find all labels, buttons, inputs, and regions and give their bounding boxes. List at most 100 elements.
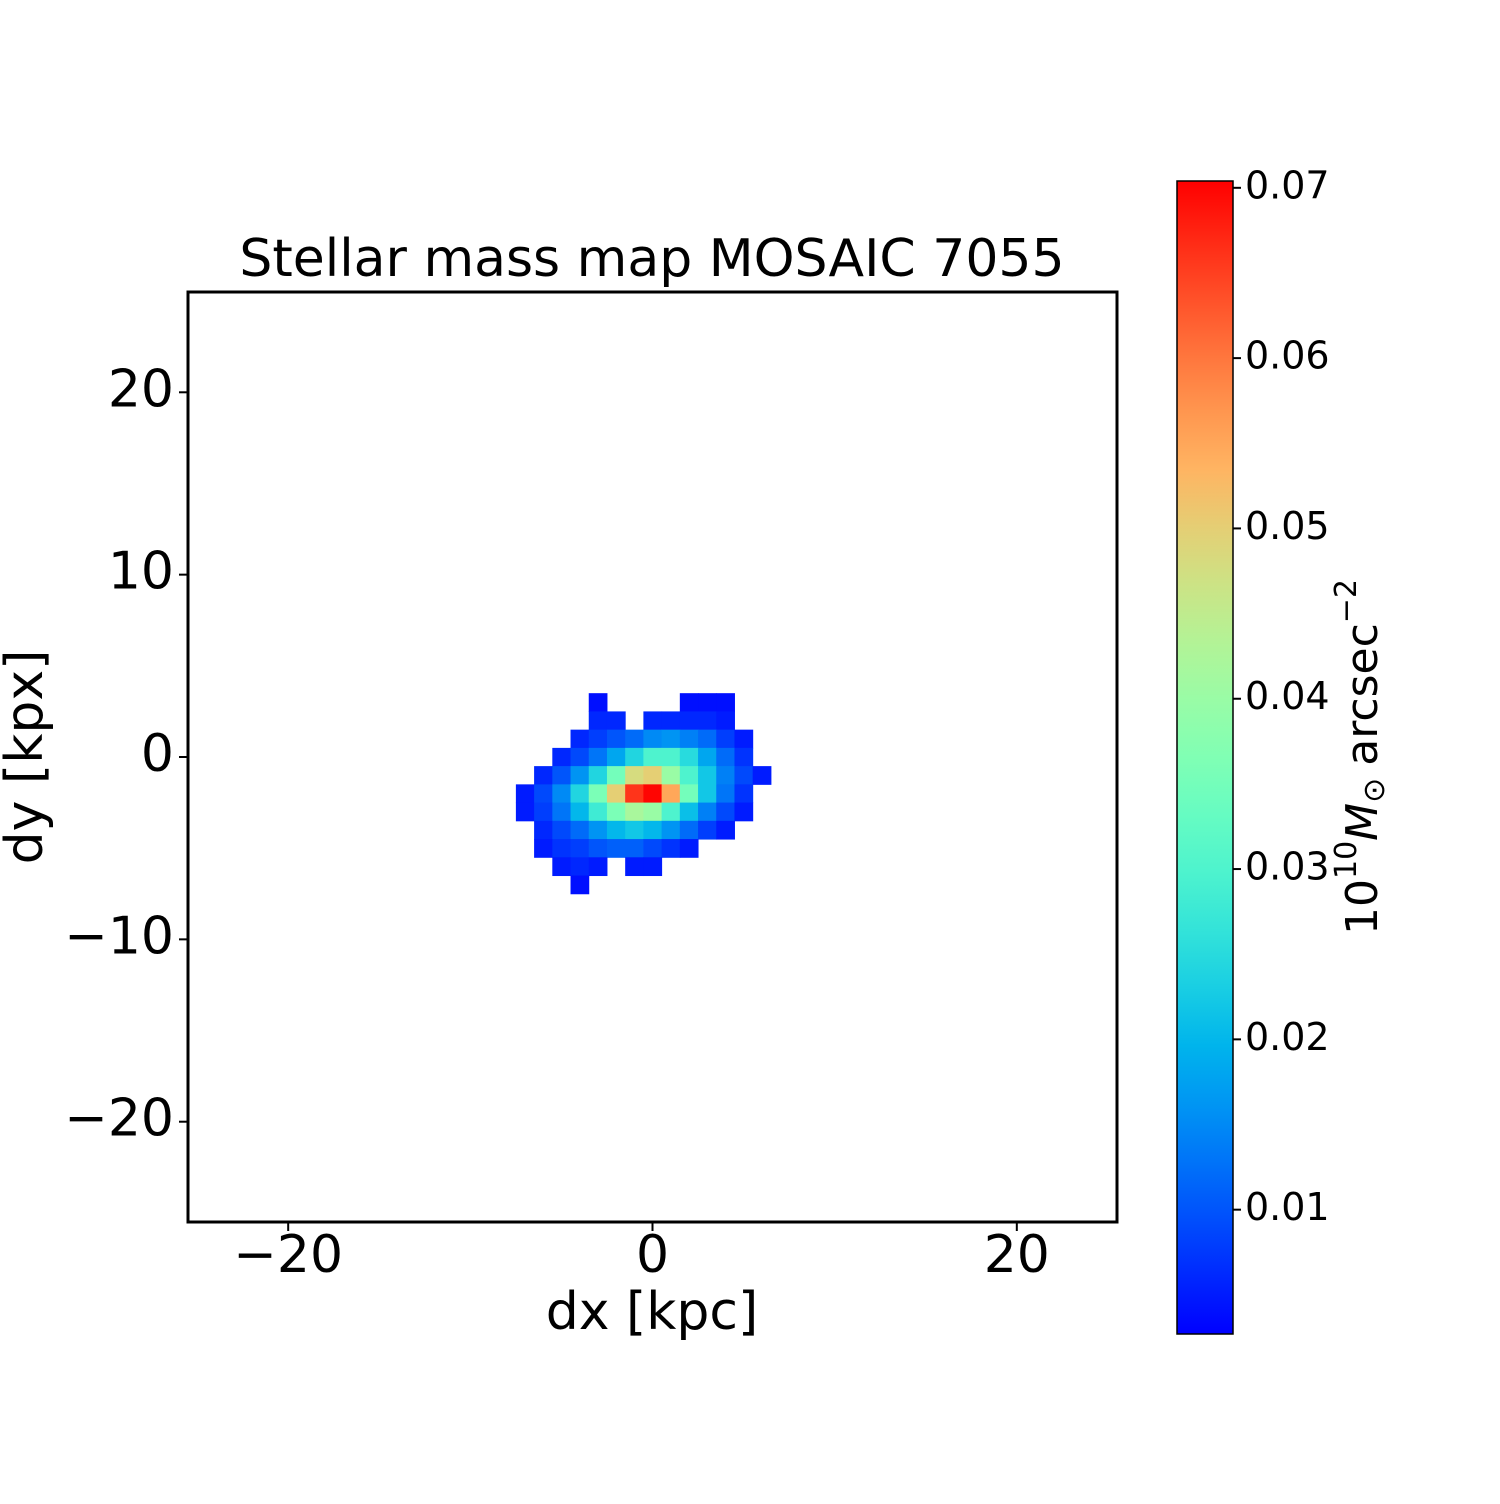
heat-cell	[643, 784, 663, 804]
heat-cell	[534, 766, 553, 785]
heat-cell	[679, 839, 699, 858]
y-axis-label: dy [kpx]	[0, 650, 55, 865]
heat-cell	[698, 766, 717, 785]
heat-cell	[734, 747, 754, 767]
heat-cell	[606, 766, 626, 785]
heat-cell	[661, 820, 681, 840]
heat-cell	[588, 820, 608, 840]
heat-cell	[588, 784, 608, 804]
cb-sub: ⊙	[1357, 778, 1392, 803]
heat-cell	[570, 784, 590, 804]
heat-cell	[552, 820, 572, 840]
y-tick-label: −20	[64, 1089, 174, 1149]
heat-cell	[588, 693, 608, 712]
heat-cell	[716, 802, 735, 822]
colorbar-tick-label: 0.04	[1245, 674, 1330, 718]
heat-cell	[588, 857, 608, 877]
x-tick-label: 20	[984, 1225, 1050, 1285]
colorbar-tick-label: 0.06	[1245, 334, 1330, 378]
heat-cell	[552, 839, 572, 858]
heat-cell	[679, 711, 699, 731]
heat-cell	[698, 711, 717, 731]
heat-cell	[661, 711, 681, 731]
heat-cell	[734, 802, 754, 822]
heat-cell	[570, 766, 590, 785]
heat-cell	[552, 802, 572, 822]
heat-cell	[625, 802, 644, 822]
heat-cell	[534, 802, 553, 822]
heat-cell	[698, 802, 717, 822]
heat-cell	[679, 784, 699, 804]
heat-cell	[552, 857, 572, 877]
heat-cell	[625, 747, 644, 767]
heat-cell	[698, 820, 717, 840]
heat-cell	[588, 729, 608, 749]
heat-cell	[716, 693, 735, 712]
heat-cell	[625, 729, 644, 749]
heat-cell	[716, 820, 735, 840]
heat-cell	[625, 766, 644, 785]
heat-cell	[625, 820, 644, 840]
y-tick-label: 10	[108, 542, 174, 602]
heat-cell	[606, 820, 626, 840]
heat-cell	[570, 857, 590, 877]
heat-cell	[606, 729, 626, 749]
heat-cell	[734, 766, 754, 785]
heat-cell	[588, 766, 608, 785]
x-tick-label: 0	[636, 1225, 669, 1285]
heat-cell	[570, 839, 590, 858]
heat-cell	[679, 729, 699, 749]
heat-cell	[643, 766, 663, 785]
heat-cell	[679, 747, 699, 767]
heat-cell	[679, 820, 699, 840]
heat-cell	[643, 839, 663, 858]
heat-cell	[716, 784, 735, 804]
heat-cell	[661, 729, 681, 749]
heat-cell	[570, 747, 590, 767]
heat-cell	[625, 839, 644, 858]
heat-cell	[661, 839, 681, 858]
cb-unit-exp: −2	[1329, 579, 1364, 623]
heat-cell	[625, 784, 644, 804]
heat-cell	[661, 766, 681, 785]
heat-cell	[716, 711, 735, 731]
heat-cell	[606, 747, 626, 767]
heat-cell	[515, 802, 535, 822]
heat-cell	[570, 875, 590, 895]
chart-title: Stellar mass map MOSAIC 7055	[239, 229, 1064, 289]
heat-cell	[534, 820, 553, 840]
heat-cell	[570, 820, 590, 840]
colorbar-tick-label: 0.07	[1245, 163, 1330, 207]
heat-cell	[534, 839, 553, 858]
y-tick-label: 0	[141, 724, 174, 784]
heat-cell	[716, 729, 735, 749]
heat-cell	[643, 729, 663, 749]
x-tick-label: −20	[233, 1225, 343, 1285]
heat-cell	[552, 747, 572, 767]
heat-cell	[552, 784, 572, 804]
colorbar-label: 1010M⊙arcsec−2	[1329, 579, 1392, 935]
heat-cell	[734, 729, 754, 749]
colorbar-tick-label: 0.03	[1245, 845, 1330, 889]
heat-cell	[716, 766, 735, 785]
heat-cell	[698, 784, 717, 804]
colorbar	[1176, 180, 1234, 1335]
heat-cell	[698, 729, 717, 749]
y-tick-label: 20	[108, 359, 174, 419]
heat-cell	[734, 784, 754, 804]
heat-cell	[643, 820, 663, 840]
heat-cell	[625, 857, 644, 877]
heat-cell	[643, 802, 663, 822]
heat-cell	[570, 802, 590, 822]
heat-cell	[606, 784, 626, 804]
heat-cell	[643, 747, 663, 767]
colorbar-tick-label: 0.05	[1245, 504, 1330, 548]
heat-cell	[606, 839, 626, 858]
colorbar-tick-label: 0.01	[1245, 1185, 1330, 1229]
heat-cell	[588, 839, 608, 858]
heat-cell	[552, 766, 572, 785]
heat-cell	[643, 711, 663, 731]
x-axis-label: dx [kpc]	[546, 1282, 759, 1342]
heat-cell	[698, 747, 717, 767]
